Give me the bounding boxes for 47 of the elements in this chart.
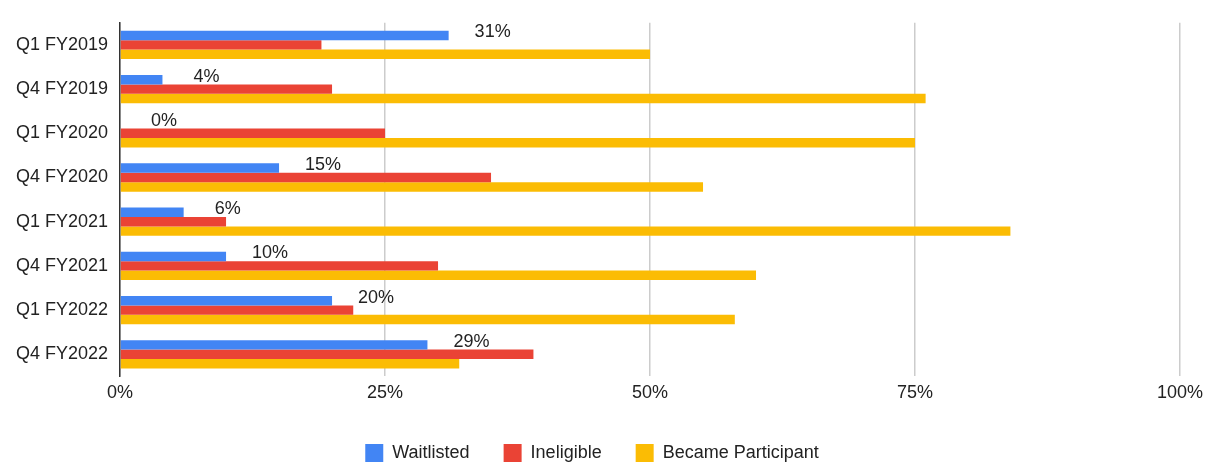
data-label: 31% [474,21,511,42]
y-tick-label: Q4 FY2020 [15,166,109,187]
data-label: 6% [214,198,241,219]
x-tick-label: 0% [107,382,134,403]
bar [120,216,227,227]
bar [120,74,163,85]
data-label: 20% [358,286,395,307]
y-tick-label: Q1 FY2022 [15,299,109,320]
x-tick-label: 25% [367,382,404,403]
data-label: 10% [252,242,289,263]
bar [120,349,534,360]
bar [120,251,227,262]
x-tick-label: 100% [1156,382,1204,403]
bar [120,138,916,148]
x-tick-label: 75% [897,382,934,403]
bar [120,128,386,139]
legend-label: Waitlisted [392,441,470,462]
bar [120,359,460,369]
data-label: 4% [193,65,220,86]
y-tick-label: Q1 FY2021 [15,210,109,231]
bar [120,49,651,60]
data-label: 0% [151,109,178,130]
bar [120,163,280,173]
bar [120,207,184,217]
bar [120,84,333,94]
bar [120,340,428,350]
bar [120,314,735,325]
bar [120,295,333,306]
legend-label: Became Participant [662,441,819,462]
legend-label: Ineligible [530,441,602,462]
bar [120,226,1011,236]
y-tick-label: Q1 FY2019 [15,33,109,54]
y-tick-label: Q4 FY2019 [15,78,109,99]
x-tick-label: 50% [632,382,669,403]
data-label: 15% [305,154,342,175]
bar [120,93,926,104]
bar [120,305,354,315]
y-tick-label: Q4 FY2022 [15,343,109,364]
y-tick-label: Q1 FY2020 [15,122,109,143]
bar [120,270,757,281]
bar [120,30,449,41]
y-tick-label: Q4 FY2021 [15,254,109,275]
bar [120,40,322,50]
data-label: 29% [453,330,490,351]
bar [120,261,439,271]
bar [120,172,492,183]
bar [120,182,704,192]
